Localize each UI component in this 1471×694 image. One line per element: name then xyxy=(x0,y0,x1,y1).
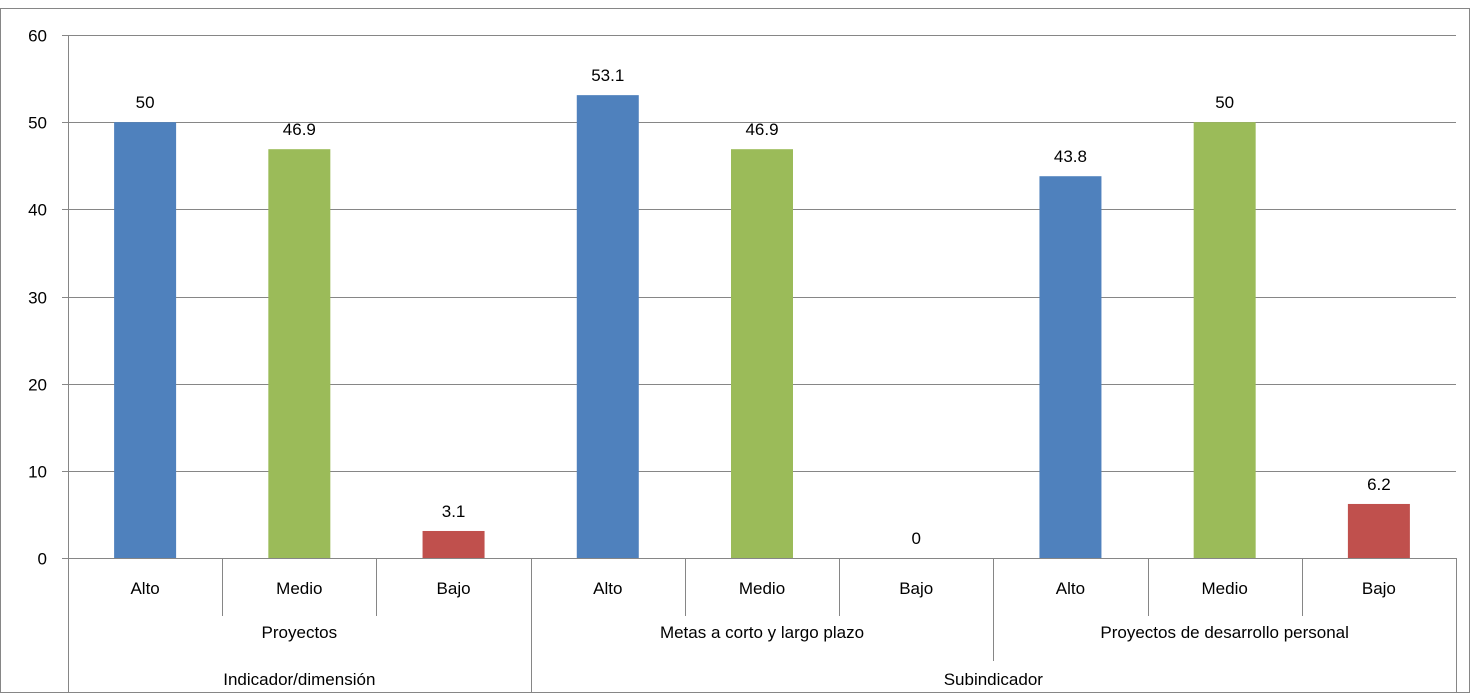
data-label: 3.1 xyxy=(442,502,466,521)
y-tick-label: 50 xyxy=(28,114,47,133)
y-tick-label: 40 xyxy=(28,201,47,220)
y-tick-label: 10 xyxy=(28,463,47,482)
bar xyxy=(1193,122,1256,559)
data-label: 46.9 xyxy=(745,120,778,139)
bar xyxy=(1039,176,1102,558)
category-label: Alto xyxy=(130,579,159,598)
bar xyxy=(268,149,331,558)
y-tick-label: 30 xyxy=(28,289,47,308)
bar xyxy=(422,530,485,558)
data-labels: 50 46.9 3.1 53.1 46.9 0 43.8 50 6.2 xyxy=(136,66,1391,548)
y-axis-ticks: 0 10 20 30 40 50 60 xyxy=(28,27,68,569)
group-label: Metas a corto y largo plazo xyxy=(660,623,864,642)
y-tick-label: 0 xyxy=(38,550,47,569)
data-label: 50 xyxy=(1215,93,1234,112)
category-label: Bajo xyxy=(437,579,471,598)
group-label: Proyectos xyxy=(262,623,338,642)
y-tick-label: 20 xyxy=(28,376,47,395)
category-label: Medio xyxy=(739,579,785,598)
data-label: 50 xyxy=(136,93,155,112)
y-tick-label: 60 xyxy=(28,27,47,46)
data-label: 6.2 xyxy=(1367,475,1391,494)
category-label: Medio xyxy=(276,579,322,598)
category-label: Bajo xyxy=(1362,579,1396,598)
group-label: Proyectos de desarrollo personal xyxy=(1100,623,1349,642)
bar xyxy=(114,122,177,559)
group-label: Indicador/dimensión xyxy=(223,670,375,689)
data-label: 43.8 xyxy=(1054,147,1087,166)
category-label: Bajo xyxy=(899,579,933,598)
data-label: 53.1 xyxy=(591,66,624,85)
bar xyxy=(731,149,793,558)
category-label: Alto xyxy=(593,579,622,598)
bar xyxy=(1347,503,1410,558)
bars xyxy=(114,95,1410,559)
category-label: Alto xyxy=(1056,579,1085,598)
data-label: 0 xyxy=(911,529,920,548)
bar xyxy=(576,95,639,559)
data-label: 46.9 xyxy=(283,120,316,139)
category-label: Medio xyxy=(1202,579,1248,598)
category-axis: Alto Medio Bajo Alto Medio Bajo Alto Medio Bajo P… xyxy=(68,35,1457,692)
group-label: Subindicador xyxy=(944,670,1044,689)
